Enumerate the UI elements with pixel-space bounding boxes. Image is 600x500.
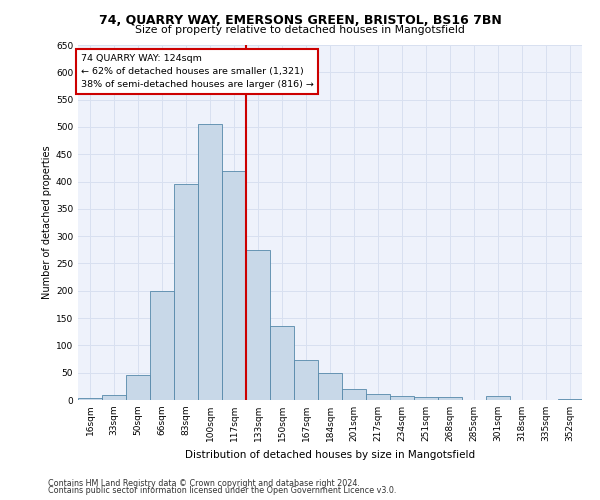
Bar [78,398,102,400]
Bar [558,399,582,400]
Y-axis label: Number of detached properties: Number of detached properties [42,146,52,300]
Text: Size of property relative to detached houses in Mangotsfield: Size of property relative to detached ho… [135,25,465,35]
Bar [318,372,342,400]
Bar [102,394,126,400]
Bar [438,398,462,400]
Bar [294,360,318,400]
X-axis label: Distribution of detached houses by size in Mangotsfield: Distribution of detached houses by size … [185,450,475,460]
Bar [390,396,414,400]
Text: Contains public sector information licensed under the Open Government Licence v3: Contains public sector information licen… [48,486,397,495]
Bar [246,250,270,400]
Bar [198,124,222,400]
Bar [486,396,510,400]
Text: Contains HM Land Registry data © Crown copyright and database right 2024.: Contains HM Land Registry data © Crown c… [48,478,360,488]
Bar [366,394,390,400]
Bar [126,376,150,400]
Text: 74 QUARRY WAY: 124sqm
← 62% of detached houses are smaller (1,321)
38% of semi-d: 74 QUARRY WAY: 124sqm ← 62% of detached … [80,54,313,90]
Bar [414,398,438,400]
Bar [174,184,198,400]
Bar [270,326,294,400]
Bar [222,170,246,400]
Bar [342,388,366,400]
Text: 74, QUARRY WAY, EMERSONS GREEN, BRISTOL, BS16 7BN: 74, QUARRY WAY, EMERSONS GREEN, BRISTOL,… [98,14,502,27]
Bar [150,291,174,400]
